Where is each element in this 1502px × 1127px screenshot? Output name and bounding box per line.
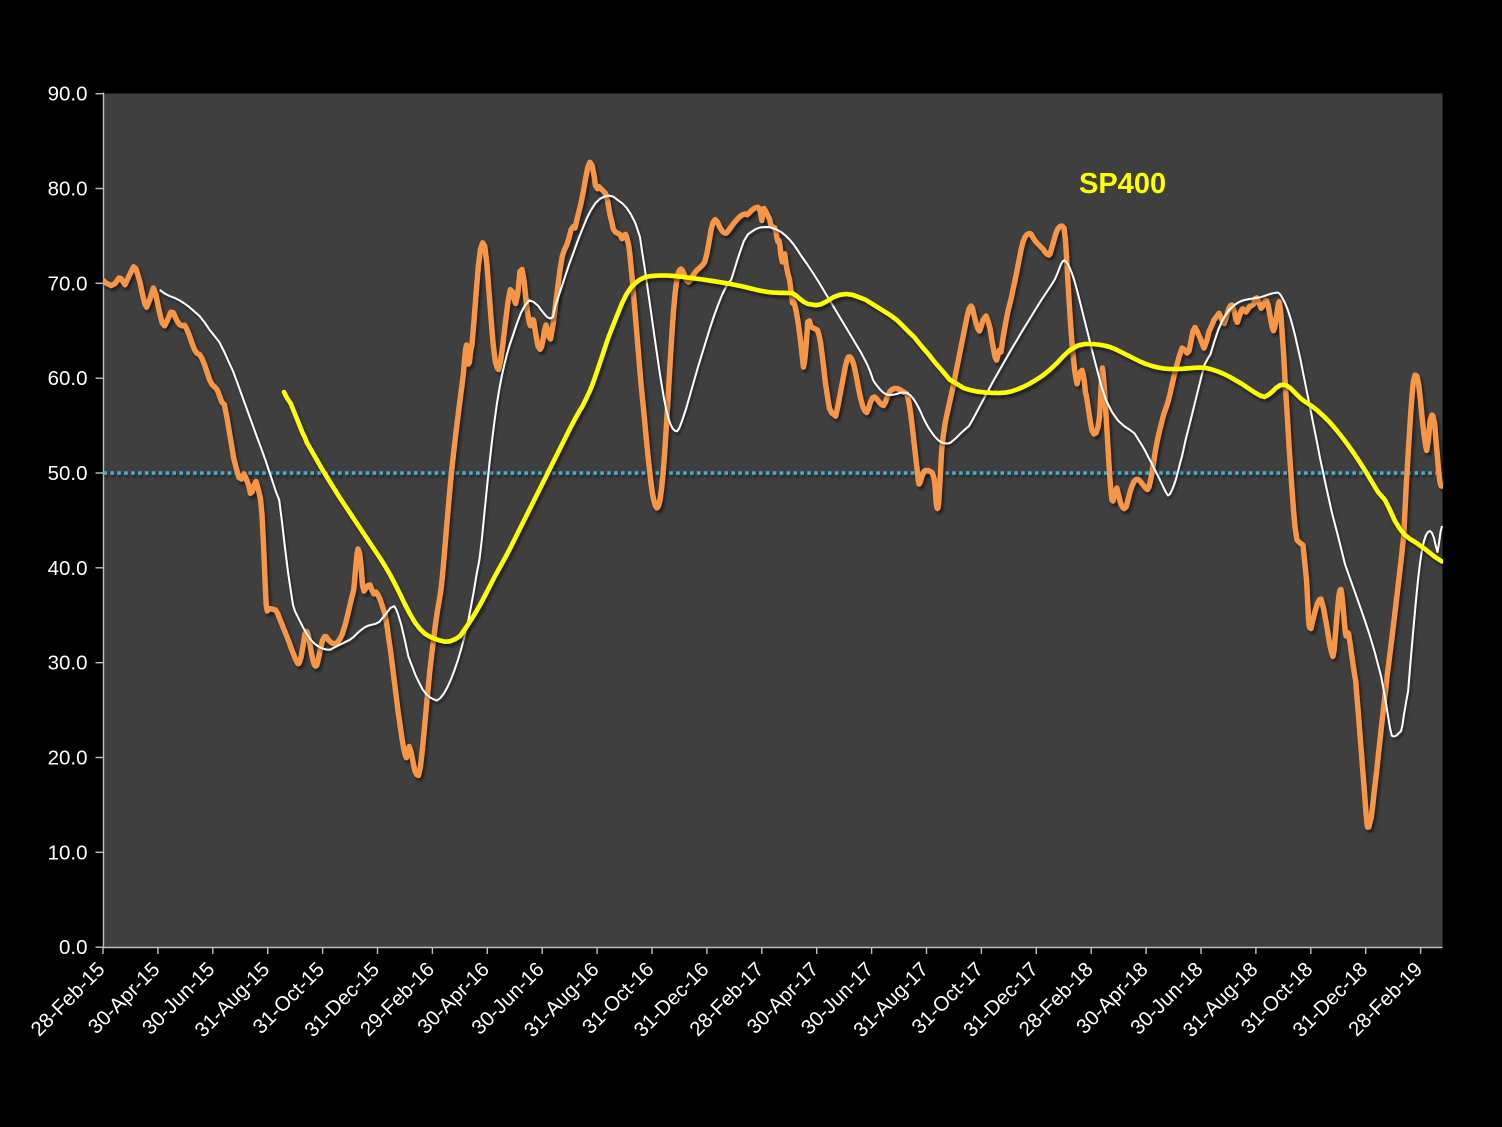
svg-text:SP400: SP400 (1079, 168, 1166, 200)
svg-text:0.0: 0.0 (59, 936, 88, 959)
svg-text:50.0: 50.0 (48, 462, 88, 485)
svg-text:10.0: 10.0 (48, 841, 88, 864)
svg-text:20.0: 20.0 (48, 747, 88, 770)
svg-text:30.0: 30.0 (48, 652, 88, 675)
svg-text:40.0: 40.0 (48, 557, 88, 580)
svg-text:60.0: 60.0 (48, 367, 88, 390)
svg-text:70.0: 70.0 (48, 272, 88, 295)
svg-text:80.0: 80.0 (48, 178, 88, 201)
svg-text:90.0: 90.0 (48, 83, 88, 106)
